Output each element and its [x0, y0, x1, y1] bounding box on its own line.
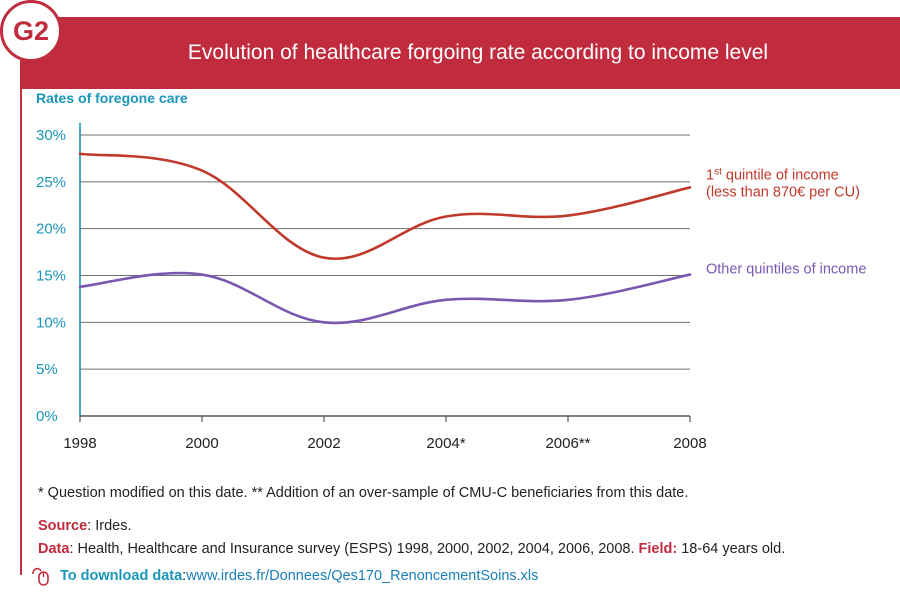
series-line-first-quintile: [78, 152, 692, 261]
x-tick-label: 2000: [185, 435, 218, 452]
download-line: To download data: www.irdes.fr/Donnees/Q…: [30, 566, 538, 586]
grid-lines: [80, 134, 690, 370]
line-chart: 0% 5% 10% 15% 20% 25% 30% 1998 2000 2002 2004* 200…: [36, 123, 866, 452]
axes: [79, 123, 691, 422]
figure-badge: G2: [0, 0, 62, 62]
series-label-other-quintiles: Other quintiles of income: [706, 262, 866, 278]
source-line: Source: Irdes.: [38, 518, 132, 534]
download-link[interactable]: www.irdes.fr/Donnees/Qes170_RenoncementS…: [186, 568, 539, 584]
y-tick-label: 20%: [36, 221, 66, 238]
download-label: To download data: [60, 568, 183, 584]
field-label: Field:: [638, 541, 678, 557]
download-separator: :: [182, 568, 187, 584]
x-tick-label: 1998: [63, 435, 96, 452]
source-value: : Irdes.: [87, 518, 132, 534]
x-tick-label: 2004*: [426, 435, 465, 452]
data-label: Data: [38, 541, 70, 557]
y-tick-label: 10%: [36, 314, 66, 331]
source-label: Source: [38, 518, 88, 534]
footnote: * Question modified on this date. ** Add…: [38, 485, 689, 501]
y-axis-label: Rates of foregone care: [36, 90, 188, 106]
y-tick-label: 0%: [36, 408, 58, 425]
y-tick-label: 30%: [36, 127, 66, 144]
mouse-icon: [32, 567, 49, 586]
x-tick-labels: 1998 2000 2002 2004* 2006** 2008: [63, 435, 706, 452]
x-tick-label: 2008: [673, 435, 706, 452]
y-tick-labels: 0% 5% 10% 15% 20% 25% 30%: [36, 127, 66, 425]
x-tick-label: 2006**: [545, 435, 590, 452]
title-banner: [20, 17, 900, 89]
series-line-other-quintiles: [78, 271, 692, 325]
series-labels: 1st quintile of income (less than 870€ p…: [706, 166, 866, 278]
y-tick-label: 15%: [36, 268, 66, 285]
x-tick-label: 2002: [307, 435, 340, 452]
y-tick-label: 5%: [36, 361, 58, 378]
series-label-first-quintile-detail: (less than 870€ per CU): [706, 184, 860, 200]
left-rule: [20, 55, 22, 575]
data-value: : Health, Healthcare and Insurance surve…: [69, 541, 635, 557]
series-lines: [78, 152, 692, 325]
series-label-first-quintile: 1st quintile of income: [706, 166, 839, 184]
data-line: Data: Health, Healthcare and Insurance s…: [38, 541, 785, 557]
chart-title: Evolution of healthcare forgoing rate ac…: [187, 41, 769, 64]
field-value: 18-64 years old.: [677, 541, 786, 557]
y-tick-label: 25%: [36, 174, 66, 191]
